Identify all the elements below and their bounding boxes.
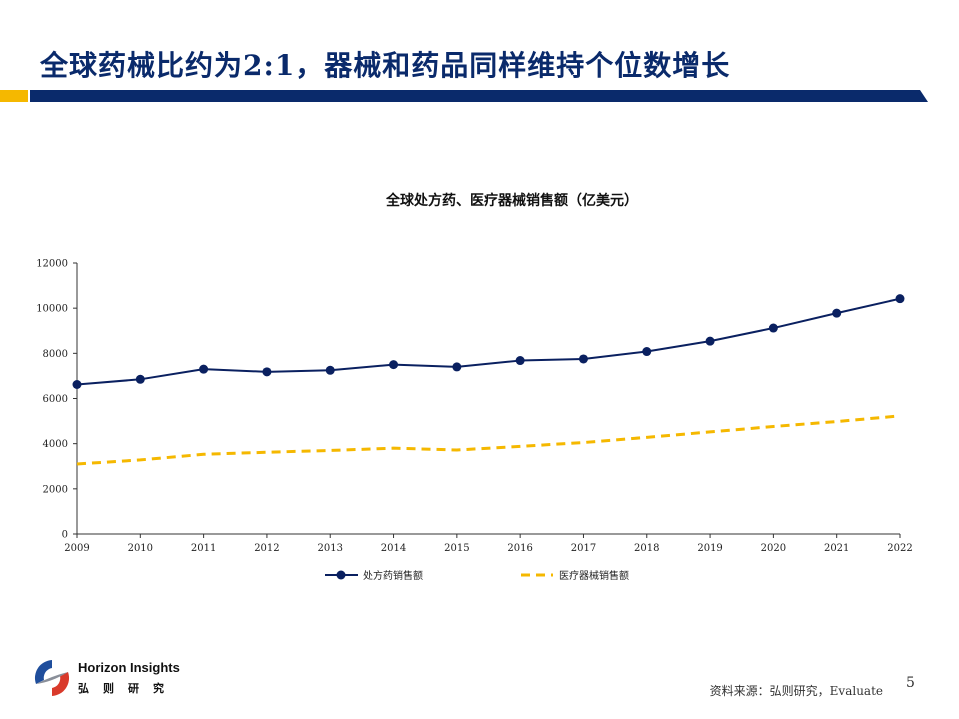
x-tick-label: 2015 <box>444 543 469 554</box>
data-point <box>895 294 905 304</box>
y-tick-label: 8000 <box>43 349 68 360</box>
horizon-logo-icon <box>34 660 70 696</box>
data-point <box>135 374 145 384</box>
page-title: 全球药械比约为2:1，器械和药品同样维持个位数增长 <box>40 49 731 82</box>
data-point <box>705 336 715 346</box>
data-point <box>325 365 335 375</box>
legend-label-rx: 处方药销售额 <box>363 569 423 582</box>
legend-swatch-marker-rx <box>336 570 346 580</box>
data-point <box>832 308 842 318</box>
y-tick-label: 4000 <box>43 439 68 450</box>
horizon-insights-logo: Horizon Insights 弘则研究 <box>30 656 220 702</box>
x-tick-label: 2019 <box>697 543 722 554</box>
x-tick-label: 2017 <box>571 543 596 554</box>
y-tick-label: 0 <box>62 530 68 541</box>
title-bar-navy <box>30 90 928 102</box>
title-underline-bar <box>0 90 928 102</box>
line-chart: 全球处方药、医疗器械销售额（亿美元） 0 2000 4000 6000 8000 1000… <box>36 192 913 582</box>
data-point <box>768 323 778 333</box>
logo-name-cn: 弘则研究 <box>78 683 178 695</box>
data-point <box>72 379 82 389</box>
x-tick-label: 2022 <box>887 543 912 554</box>
x-tick-label: 2014 <box>381 543 406 554</box>
x-tick-label: 2011 <box>191 543 216 554</box>
title-bar-gold <box>0 90 28 102</box>
source-note: 资料来源：弘则研究，Evaluate <box>709 684 883 698</box>
logo-name-en: Horizon Insights <box>78 660 180 675</box>
chart-axes: 0 2000 4000 6000 8000 10000 12000 2009 2010 2011 2… <box>36 259 913 555</box>
y-tick-label: 10000 <box>36 304 68 315</box>
data-point <box>578 354 588 364</box>
data-point <box>642 347 652 357</box>
series-line-rx-drugs <box>76 297 901 386</box>
x-tick-label: 2009 <box>64 543 89 554</box>
y-tick-label: 6000 <box>43 394 68 405</box>
data-point <box>262 367 272 377</box>
x-tick-label: 2021 <box>824 543 849 554</box>
x-tick-label: 2013 <box>318 543 343 554</box>
page-number: 5 <box>906 675 915 691</box>
y-tick-label: 2000 <box>43 484 68 495</box>
chart-title: 全球处方药、医疗器械销售额（亿美元） <box>385 192 638 209</box>
y-tick-label: 12000 <box>36 259 68 270</box>
data-point <box>452 362 462 372</box>
legend-label-devices: 医疗器械销售额 <box>559 569 629 582</box>
x-tick-label: 2018 <box>634 543 659 554</box>
x-tick-label: 2016 <box>507 543 532 554</box>
data-point <box>389 360 399 370</box>
x-tick-label: 2020 <box>761 543 786 554</box>
chart-series <box>72 294 905 466</box>
chart-legend: 处方药销售额 医疗器械销售额 <box>325 569 629 582</box>
data-point <box>199 364 209 374</box>
x-tick-label: 2012 <box>254 543 279 554</box>
series-line-medical-devices <box>76 414 901 466</box>
x-tick-label: 2010 <box>128 543 153 554</box>
data-point <box>515 356 525 366</box>
